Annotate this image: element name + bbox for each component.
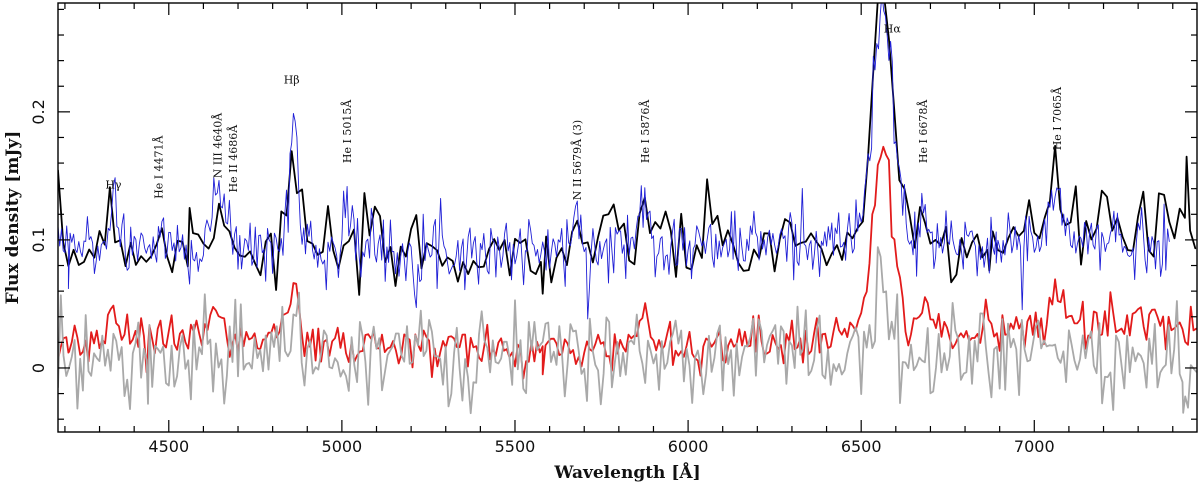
x-tick-label: 6000 bbox=[668, 437, 709, 456]
plot-frame bbox=[57, 2, 1198, 433]
y-axis-title: Flux density [mJy] bbox=[3, 131, 23, 305]
line-label: Hγ bbox=[105, 179, 122, 192]
y-tick-label: 0 bbox=[29, 363, 48, 373]
line-label: N III 4640Å bbox=[210, 112, 224, 179]
line-label: He I 5876Å bbox=[638, 99, 652, 163]
line-label: Hβ bbox=[284, 74, 300, 87]
line-label: N II 5679Å (3) bbox=[570, 120, 584, 200]
x-tick-label: 6500 bbox=[841, 437, 882, 456]
line-label: He I 4471Å bbox=[152, 134, 166, 198]
x-tick-label: 7000 bbox=[1014, 437, 1055, 456]
line-label: He I 6678Å bbox=[916, 99, 930, 163]
spectrum-series-3 bbox=[58, 145, 1197, 380]
spectrum-series-4 bbox=[58, 246, 1197, 415]
x-tick-label: 5500 bbox=[495, 437, 536, 456]
x-tick-label: 5000 bbox=[322, 437, 363, 456]
line-identifications: Hγ He I 4471Å N III 4640Å He II 4686Å Hβ He I… bbox=[105, 23, 1063, 201]
y-tick-label: 0.1 bbox=[29, 227, 48, 252]
x-tick-label: 4500 bbox=[148, 437, 189, 456]
y-tick-label: 0.2 bbox=[29, 99, 48, 124]
series-layer bbox=[58, 3, 1197, 415]
line-label: He I 5015Å bbox=[340, 99, 354, 163]
x-axis-title: Wavelength [Å] bbox=[553, 461, 700, 483]
line-label: He I 7065Å bbox=[1050, 86, 1064, 150]
line-label: Hα bbox=[884, 23, 902, 36]
line-label: He II 4686Å bbox=[226, 124, 240, 193]
axes: 4500 5000 5500 6000 6500 7000 0 0.1 0.2 bbox=[29, 2, 1198, 456]
spectrum-series-2 bbox=[58, 3, 1170, 320]
